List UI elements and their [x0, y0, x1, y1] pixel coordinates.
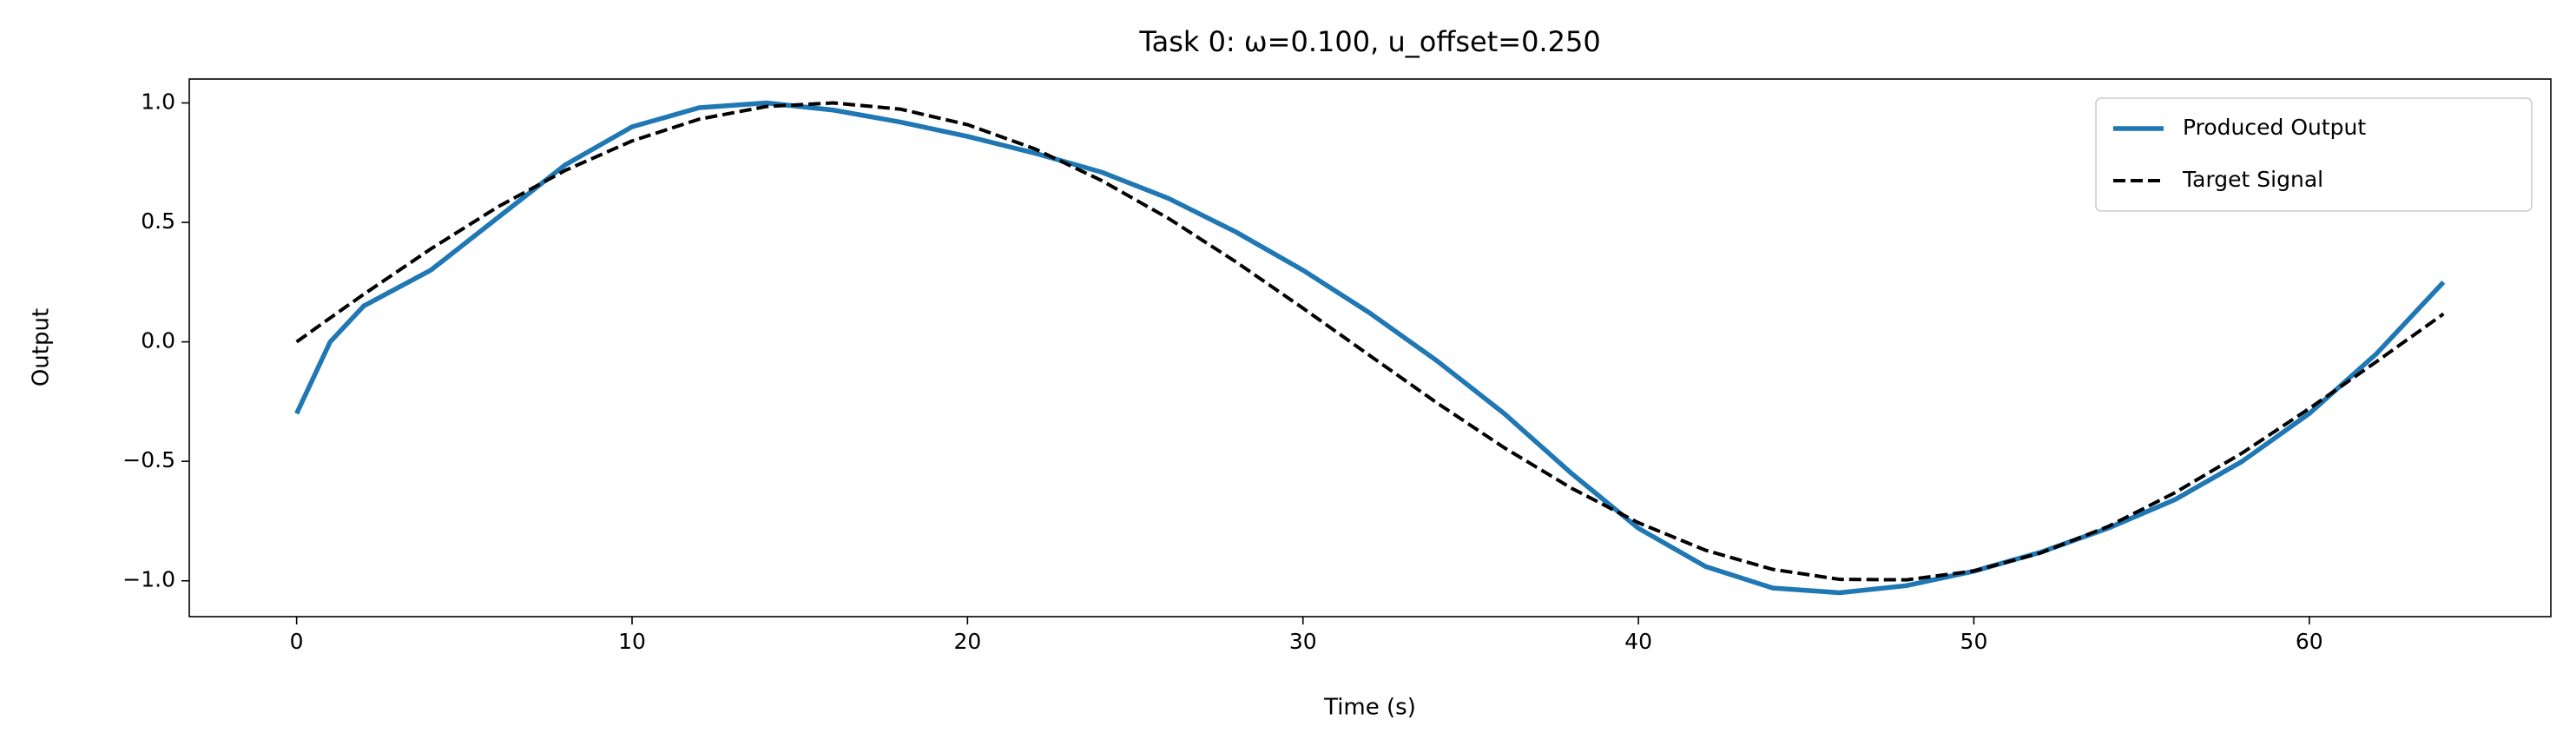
x-axis-label: Time (s) — [1323, 695, 1416, 721]
y-tick-label: 0.5 — [141, 208, 175, 234]
plot-frame — [188, 78, 2552, 618]
legend-label: Target Signal — [2182, 167, 2323, 192]
x-tick-label: 20 — [953, 629, 981, 654]
data-line — [295, 101, 2445, 582]
y-tick-label: −1.0 — [122, 567, 175, 592]
x-tick-label: 50 — [1960, 629, 1988, 654]
x-tick-label: 30 — [1289, 629, 1317, 654]
legend-box — [2095, 97, 2533, 212]
y-tick-label: 0.0 — [141, 328, 175, 353]
legend-label: Produced Output — [2183, 115, 2366, 140]
x-tick-label: 40 — [1624, 629, 1652, 654]
x-tick-label: 0 — [290, 629, 304, 654]
y-tick-label: −0.5 — [122, 447, 175, 472]
y-tick-label: 1.0 — [141, 89, 175, 115]
chart-title: Task 0: ω=0.100, u_offset=0.250 — [1138, 25, 1600, 58]
x-tick-label: 10 — [618, 629, 646, 654]
x-tick-label: 60 — [2296, 629, 2323, 654]
y-axis-label: Output — [29, 308, 55, 386]
